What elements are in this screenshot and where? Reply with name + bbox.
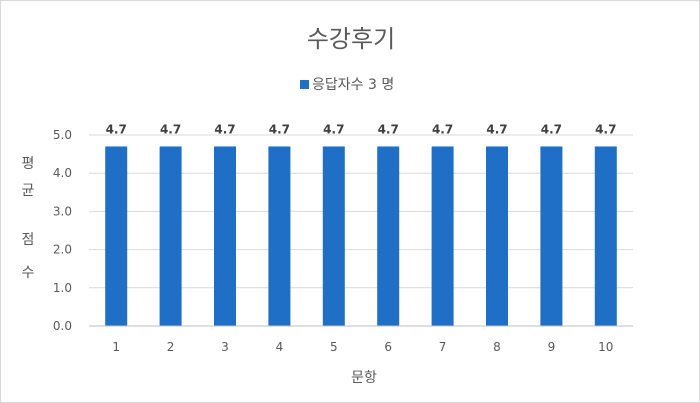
x-tick-label: 8 bbox=[493, 340, 501, 354]
x-axis-title: 문항 bbox=[351, 370, 377, 386]
data-label: 4.7 bbox=[595, 122, 616, 136]
bar bbox=[377, 146, 400, 326]
legend-label: 응답자수 3 명 bbox=[312, 77, 394, 93]
y-axis-title-char: 균 bbox=[22, 183, 35, 199]
data-label: 4.7 bbox=[214, 122, 235, 136]
legend: 응답자수 3 명 bbox=[300, 77, 394, 93]
x-tick-label: 9 bbox=[548, 340, 556, 354]
legend-swatch bbox=[300, 80, 309, 89]
y-axis-title-char: 평 bbox=[22, 156, 35, 172]
data-label: 4.7 bbox=[432, 122, 453, 136]
x-tick-label: 3 bbox=[221, 340, 229, 354]
bar bbox=[486, 146, 508, 326]
data-label: 4.7 bbox=[160, 122, 181, 136]
y-tick-label: 5.0 bbox=[53, 128, 72, 142]
data-label: 4.7 bbox=[323, 122, 344, 136]
data-labels: 4.7 4.7 4.7 4.7 4.7 4.7 4.7 4.7 4.7 4.7 bbox=[106, 122, 617, 136]
y-axis-title: 평 균 점 수 bbox=[22, 156, 35, 281]
bar bbox=[214, 146, 236, 326]
data-label: 4.7 bbox=[106, 122, 127, 136]
chart-title: 수강후기 bbox=[307, 25, 395, 53]
x-tick-label: 1 bbox=[112, 340, 120, 354]
data-label: 4.7 bbox=[269, 122, 290, 136]
x-tick-label: 2 bbox=[167, 340, 175, 354]
x-tick-label: 10 bbox=[598, 340, 613, 354]
x-tick-label: 5 bbox=[330, 340, 338, 354]
bar bbox=[159, 146, 182, 326]
y-axis-title-char: 점 bbox=[22, 232, 35, 248]
bars bbox=[105, 146, 617, 326]
bar bbox=[540, 146, 563, 326]
bar bbox=[105, 146, 128, 326]
y-tick-label: 3.0 bbox=[53, 204, 72, 218]
bar bbox=[431, 146, 454, 326]
y-tick-label: 1.0 bbox=[53, 281, 72, 295]
bar bbox=[322, 146, 345, 326]
x-tick-label: 6 bbox=[384, 340, 392, 354]
x-tick-label: 7 bbox=[439, 340, 447, 354]
y-axis-title-char: 수 bbox=[22, 265, 35, 281]
y-tick-label: 2.0 bbox=[53, 243, 72, 257]
y-tick-label: 0.0 bbox=[53, 319, 72, 333]
data-label: 4.7 bbox=[486, 122, 507, 136]
data-label: 4.7 bbox=[378, 122, 399, 136]
bar bbox=[268, 146, 291, 326]
bar bbox=[594, 146, 617, 326]
y-axis-ticks: 0.0 1.0 2.0 3.0 4.0 5.0 bbox=[53, 128, 72, 333]
data-label: 4.7 bbox=[541, 122, 562, 136]
x-tick-label: 4 bbox=[276, 340, 284, 354]
x-axis-ticks: 1 2 3 4 5 6 7 8 9 10 bbox=[112, 340, 613, 354]
y-tick-label: 4.0 bbox=[53, 166, 72, 180]
